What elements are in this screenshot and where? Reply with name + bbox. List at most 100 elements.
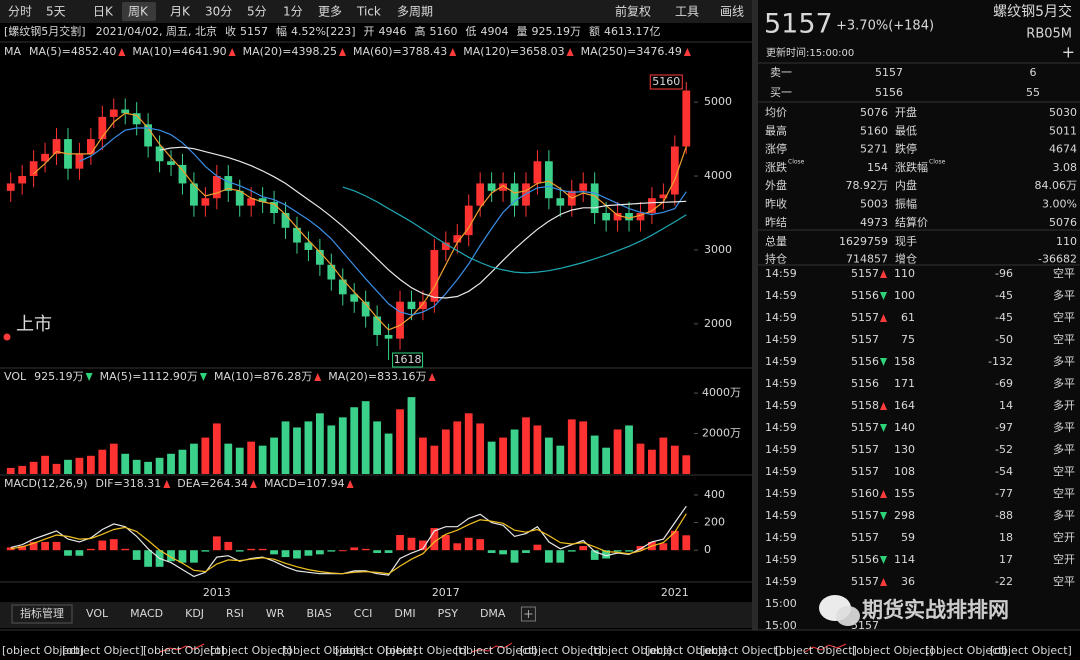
trade-change: -50 xyxy=(995,333,1013,346)
volume-bar xyxy=(315,413,324,474)
tool-button[interactable]: 前复权 xyxy=(615,4,651,19)
tool-button[interactable]: 工具 xyxy=(675,5,699,19)
trade-price: 5157 xyxy=(851,311,879,324)
trade-price: 5158 xyxy=(851,399,879,412)
candle-body xyxy=(235,190,244,206)
candle-body xyxy=(464,205,473,236)
period-tab[interactable]: 5天 xyxy=(46,5,66,19)
period-tab[interactable]: 月K xyxy=(170,5,191,19)
volume-bar xyxy=(327,425,336,474)
trade-time: 14:59 xyxy=(765,377,797,390)
volume-bar xyxy=(373,421,382,474)
stat-label: 最低 xyxy=(895,124,917,137)
legend-entry: MA(10)=4641.90 xyxy=(132,45,226,58)
period-tab[interactable]: Tick xyxy=(356,5,381,19)
macd-bar xyxy=(132,550,141,560)
trade-time: 14:59 xyxy=(765,333,797,346)
tool-button[interactable]: 画线 xyxy=(720,5,744,19)
macd-bar xyxy=(235,550,244,552)
stat-label: 振幅 xyxy=(895,197,917,211)
macd-bar xyxy=(258,548,267,551)
trade-price: 5156 xyxy=(851,355,879,368)
ticker-item: [object Object] xyxy=(335,644,417,657)
trade-type: 空开 xyxy=(1053,530,1075,544)
volume-bar xyxy=(247,441,256,474)
indicator-tab[interactable]: VOL xyxy=(86,607,109,620)
book-label: 卖一 xyxy=(770,66,792,79)
period-tab[interactable]: 30分 xyxy=(205,5,232,19)
trend-arrow xyxy=(880,512,887,520)
period-tab[interactable]: 日K xyxy=(93,5,114,19)
add-tab[interactable] xyxy=(520,606,536,622)
stat-label: 增仓 xyxy=(895,252,917,266)
add-icon[interactable]: + xyxy=(1062,43,1075,62)
side-panel-bg xyxy=(758,0,1080,630)
trade-time: 14:59 xyxy=(765,399,797,412)
indicator-tab[interactable]: DMI xyxy=(394,607,415,620)
tab-frame xyxy=(11,604,73,624)
candle-body xyxy=(544,161,553,199)
candle-body xyxy=(350,294,359,302)
macd-bar xyxy=(441,535,450,551)
period-tab[interactable]: 更多 xyxy=(318,5,342,19)
candle-body xyxy=(441,242,450,250)
volume-bar xyxy=(579,421,588,474)
y-tick-label: 4000 xyxy=(704,169,732,182)
macd-bar xyxy=(350,547,359,551)
candle-body xyxy=(98,116,107,140)
annotation-box xyxy=(649,74,683,90)
candle-body xyxy=(648,198,656,213)
volume-bar xyxy=(510,429,519,474)
trade-type: 多平 xyxy=(1053,288,1075,302)
trade-change: -52 xyxy=(995,443,1013,456)
add-tab-icon xyxy=(524,610,533,618)
macd-bar xyxy=(29,541,38,551)
indicator-tab[interactable]: MACD xyxy=(130,607,163,620)
indicator-tab[interactable]: BIAS xyxy=(306,607,331,620)
indicator-tab[interactable]: WR xyxy=(266,607,285,620)
trade-time: 14:59 xyxy=(765,289,797,302)
indicator-tab[interactable]: CCI xyxy=(354,607,373,620)
volume-bar xyxy=(235,447,244,474)
indicator-tab[interactable]: 指标管理 xyxy=(20,606,64,620)
candle-body xyxy=(52,139,61,154)
trade-time: 14:59 xyxy=(765,311,797,324)
min-label: 1618 xyxy=(394,353,422,366)
listing-dot xyxy=(3,333,11,341)
code: RB05M xyxy=(1026,27,1072,42)
volume-bar xyxy=(75,457,84,474)
candle-body xyxy=(132,113,141,125)
indicator-tab[interactable]: RSI xyxy=(226,607,244,620)
candle-body xyxy=(510,183,519,206)
period-tab[interactable]: 5分 xyxy=(247,5,267,19)
indicator-tab[interactable]: PSY xyxy=(438,607,459,620)
macd-bar xyxy=(510,550,519,563)
volume-bar xyxy=(52,463,61,474)
volume-bar xyxy=(544,437,553,474)
stat-sup: Close xyxy=(788,158,805,165)
trend-arrow xyxy=(566,48,574,56)
period-tab[interactable]: 1分 xyxy=(283,5,303,19)
quote-date: 2021/04/02, 周五, 北京 xyxy=(96,24,217,38)
macd-bar xyxy=(315,550,324,555)
period-tab[interactable]: 多周期 xyxy=(397,5,433,19)
stat-value: 5076 xyxy=(1049,216,1077,229)
stat-label: 开盘 xyxy=(895,105,917,119)
stat-label: 总量 xyxy=(765,234,787,248)
listing-annotation: 上市 xyxy=(16,314,52,335)
volume-bar xyxy=(281,421,290,474)
macd-bar xyxy=(293,550,301,559)
period-tab[interactable]: 周K xyxy=(128,5,149,19)
macd-bar xyxy=(247,548,256,551)
indicator-tab[interactable]: DMA xyxy=(480,607,506,620)
field-value: 925.19万 xyxy=(532,25,582,38)
indicator-tab[interactable]: KDJ xyxy=(185,607,204,620)
volume-bar xyxy=(258,445,267,474)
trade-change: -97 xyxy=(995,421,1013,434)
legend-title: MA xyxy=(4,45,21,58)
trade-change: -96 xyxy=(995,267,1013,280)
candle-body xyxy=(338,279,347,295)
period-tab[interactable]: 分时 xyxy=(8,5,32,19)
candle-body xyxy=(407,301,416,310)
